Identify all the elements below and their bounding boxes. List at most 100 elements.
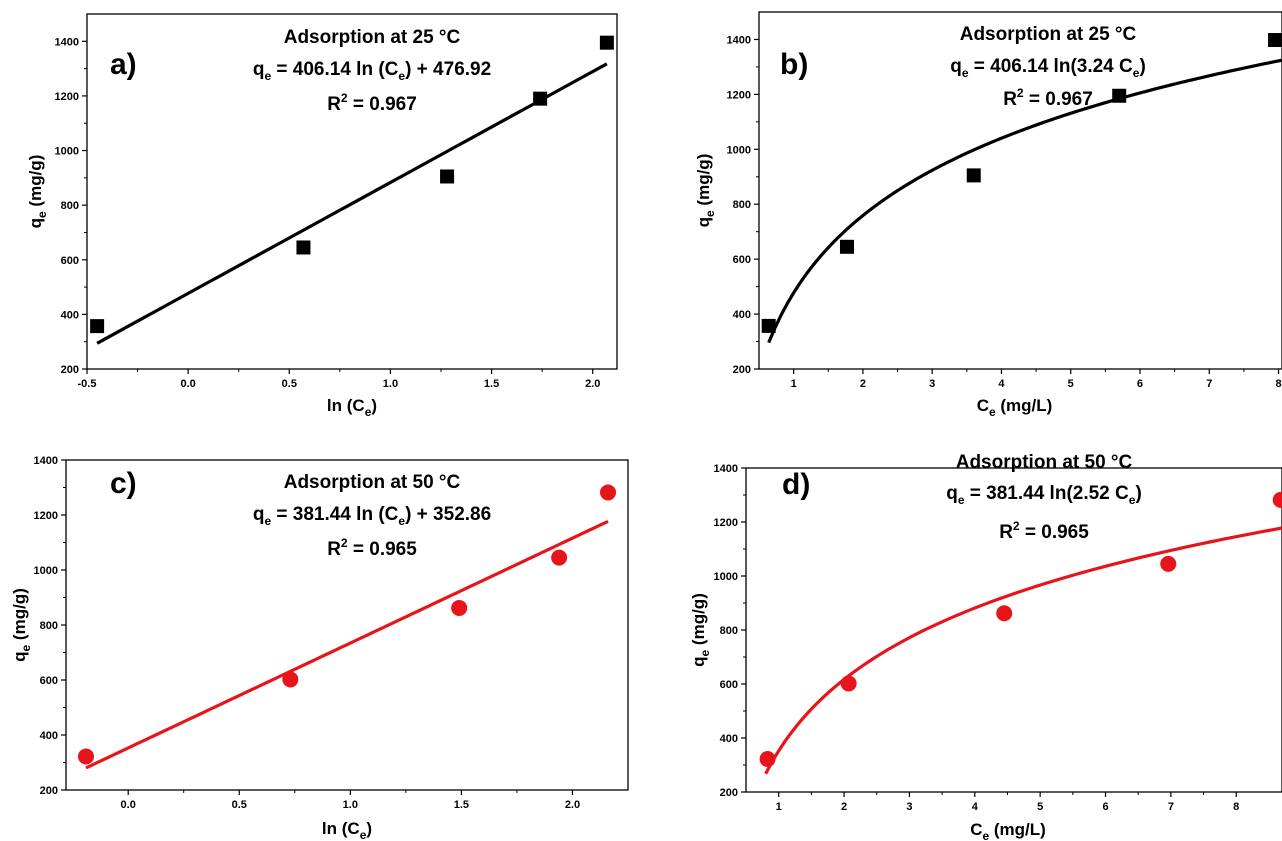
annotation-title: Adsorption at 50 °C [284, 472, 461, 493]
x-tick-label: 1.0 [383, 378, 398, 390]
y-tick-label: 1200 [55, 91, 79, 103]
x-tick-label: 1.5 [484, 378, 499, 390]
x-tick-label: 0.5 [232, 799, 247, 811]
data-point [90, 319, 105, 334]
fit-line [85, 519, 609, 770]
x-tick-label: 7 [1206, 378, 1212, 390]
y-axis-label: qe (mg/g) [26, 155, 49, 229]
annotation-r2: R2 = 0.965 [327, 536, 417, 560]
y-tick-label: 800 [733, 199, 751, 211]
y-tick-label: 600 [733, 254, 751, 266]
data-point [840, 675, 857, 692]
panel-d: 1 2 3 4 5 6 7 8 200 400 600 800 1000 1200 1400 d) Adsorp… [689, 452, 1282, 841]
y-tick-label: 1000 [34, 565, 58, 577]
y-tick-label: 800 [40, 620, 58, 632]
x-tick-label: 4 [998, 378, 1005, 390]
panel-label: a) [110, 48, 137, 81]
data-point [1268, 33, 1282, 48]
fit-line [96, 62, 608, 345]
x-axis-label: Ce (mg/L) [977, 396, 1053, 419]
y-tick-label: 200 [40, 785, 58, 797]
data-point [551, 549, 568, 566]
annotation-equation: qe = 406.14 ln(3.24 Ce) [950, 56, 1146, 80]
data-point [996, 605, 1013, 622]
annotation-r2: R2 = 0.967 [327, 91, 417, 115]
x-tick-label: 2 [860, 378, 866, 390]
data-point [1160, 555, 1177, 572]
x-tick-label: 7 [1168, 801, 1174, 813]
y-tick-label: 600 [720, 679, 738, 691]
y-tick-label: 1400 [34, 455, 58, 467]
fit-line [764, 526, 1282, 775]
x-tick-label: 1 [791, 378, 797, 390]
data-point [1112, 88, 1127, 103]
x-tick-label: 2.0 [565, 799, 580, 811]
panel-label: b) [780, 48, 808, 81]
data-point [1272, 491, 1282, 508]
plot-frame [758, 11, 1282, 370]
annotation-title: Adsorption at 50 °C [956, 452, 1133, 473]
plot-frame [745, 467, 1282, 793]
data-point [599, 35, 614, 50]
data-point [296, 240, 311, 255]
data-point [533, 91, 548, 106]
y-tick-label: 400 [40, 730, 58, 742]
y-tick-label: 800 [720, 625, 738, 637]
data-point [77, 748, 94, 765]
data-point [966, 168, 981, 183]
y-tick-label: 800 [61, 200, 79, 212]
x-tick-label: 1.0 [343, 799, 358, 811]
annotation-title: Adsorption at 25 °C [284, 27, 461, 48]
data-point [839, 239, 854, 254]
x-tick-label: 1 [776, 801, 782, 813]
data-point [440, 169, 455, 184]
x-tick-label: 2 [841, 801, 847, 813]
data-point [282, 671, 299, 688]
data-point [759, 751, 776, 768]
panel-a: -0.5 0.0 0.5 1.0 1.5 2.0 200 400 600 800 1000 1200 1… [26, 13, 618, 419]
x-tick-label: 0.0 [121, 799, 136, 811]
data-point [600, 484, 617, 501]
x-tick-label: 5 [1037, 801, 1043, 813]
annotation-equation: qe = 406.14 ln (Ce) + 476.92 [253, 59, 491, 83]
y-tick-label: 1400 [55, 36, 79, 48]
plot-frame [86, 13, 618, 370]
y-tick-label: 1400 [727, 34, 751, 46]
y-tick-label: 400 [720, 733, 738, 745]
panel-label: d) [782, 468, 810, 501]
data-point [451, 599, 468, 616]
panel-b: 1 2 3 4 5 6 7 8 200 400 600 800 1000 1200 1400 b) Adsorp… [694, 11, 1282, 419]
annotation-equation: qe = 381.44 ln(2.52 Ce) [946, 483, 1142, 507]
y-tick-label: 600 [40, 675, 58, 687]
annotation-r2: R2 = 0.967 [1003, 86, 1093, 110]
x-tick-label: 0.5 [282, 378, 297, 390]
y-tick-label: 1000 [727, 144, 751, 156]
x-tick-label: 4 [972, 801, 979, 813]
y-tick-label: 1000 [714, 571, 738, 583]
x-tick-label: 1.5 [454, 799, 469, 811]
x-tick-label: 3 [929, 378, 935, 390]
panel-c: 0.0 0.5 1.0 1.5 2.0 200 400 600 800 1000 1200 1400 c… [10, 455, 629, 841]
data-point [761, 318, 776, 333]
x-tick-label: 8 [1233, 801, 1239, 813]
x-tick-label: 0.0 [180, 378, 195, 390]
x-axis-label: Ce (mg/L) [970, 820, 1046, 841]
x-tick-label: 2.0 [585, 378, 600, 390]
y-tick-label: 1200 [714, 517, 738, 529]
y-tick-label: 400 [61, 309, 79, 321]
x-tick-label: -0.5 [78, 378, 97, 390]
y-tick-label: 200 [720, 787, 738, 799]
y-tick-label: 600 [61, 255, 79, 267]
y-axis-label: qe (mg/g) [689, 593, 712, 667]
y-axis-label: qe (mg/g) [10, 588, 33, 662]
x-tick-label: 3 [906, 801, 912, 813]
y-tick-label: 1200 [727, 89, 751, 101]
x-tick-label: 6 [1137, 378, 1143, 390]
fit-line [767, 58, 1282, 344]
y-tick-label: 1200 [34, 510, 58, 522]
x-tick-label: 5 [1068, 378, 1074, 390]
x-tick-label: 8 [1275, 378, 1281, 390]
panel-label: c) [110, 467, 137, 500]
x-axis-label: ln (Ce) [322, 819, 372, 841]
